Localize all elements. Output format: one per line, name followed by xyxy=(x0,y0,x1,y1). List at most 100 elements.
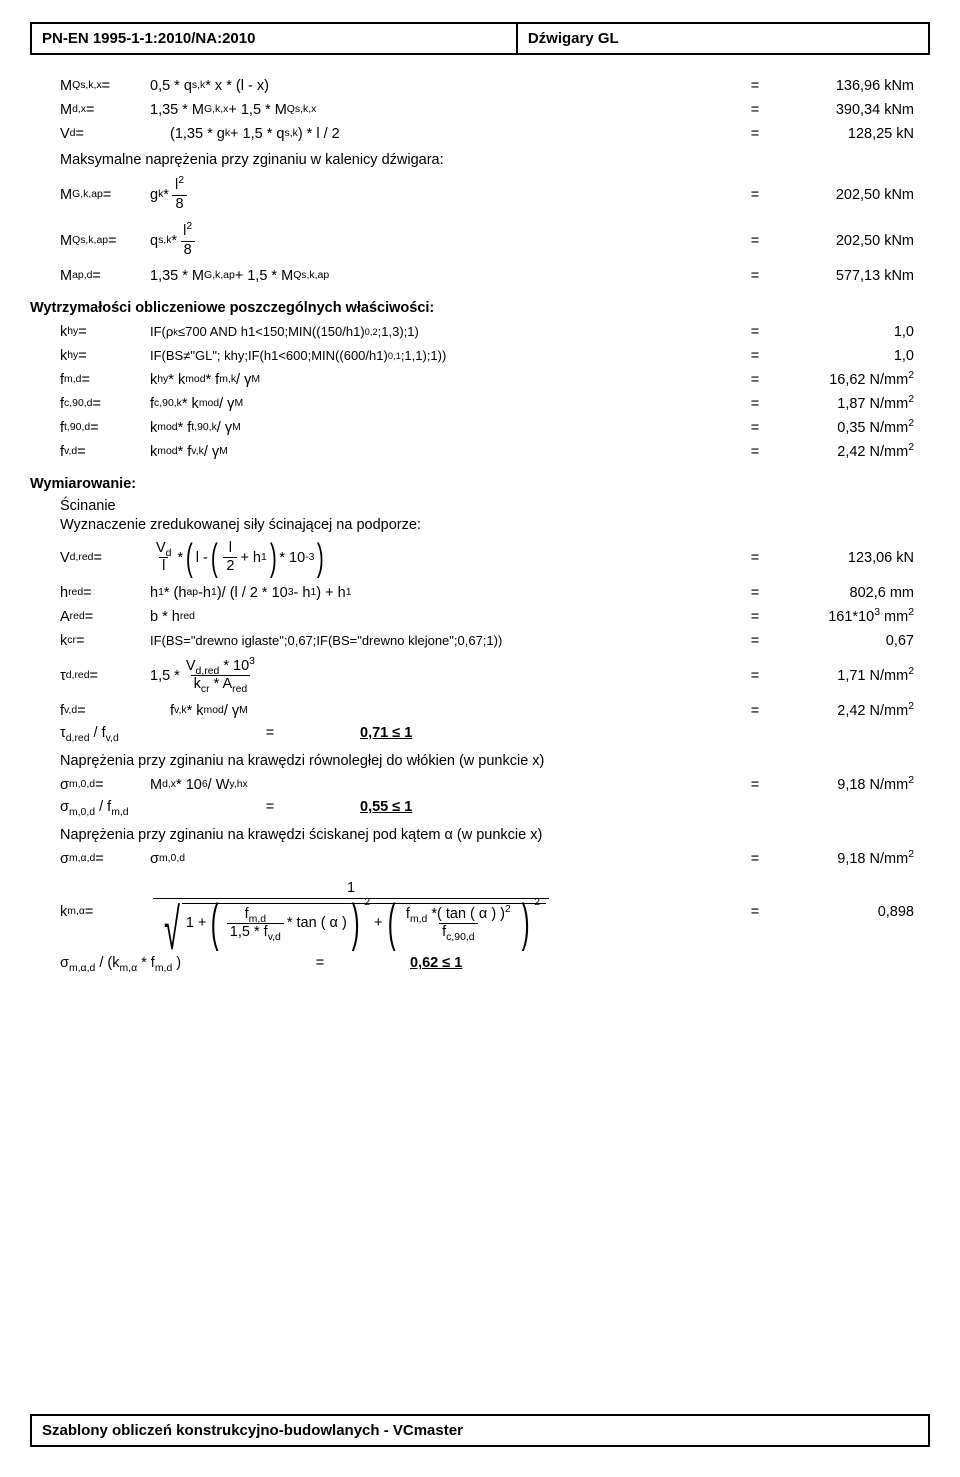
val: 128,25 kN xyxy=(770,125,920,143)
sym: σm,0,d = xyxy=(60,776,150,794)
check-lhs: τd,red / fv,d xyxy=(60,724,180,742)
expr: 1,35 * MG,k,ap + 1,5 * MQs,k,ap xyxy=(150,267,740,285)
val: 390,34 kNm xyxy=(770,101,920,119)
expr: σm,0,d xyxy=(150,850,740,868)
row-vd: Vd = (1,35 * gk + 1,5 * qs,k) * l / 2 = … xyxy=(60,123,920,145)
row-hred: hred = h1 * (hap -h1)/ (l / 2 * 103 - h1… xyxy=(60,582,920,604)
check-lhs: σm,0,d / fm,d xyxy=(60,798,180,816)
sym: khy = xyxy=(60,347,150,365)
val: 1,0 xyxy=(770,323,920,341)
row-ft90d: ft,90,d = kmod * ft,90,k / γM = 0,35 N/m… xyxy=(60,417,920,439)
sym: fc,90,d = xyxy=(60,395,150,413)
expr: qs,k * l28 xyxy=(150,224,740,257)
header-bar: PN-EN 1995-1-1:2010/NA:2010 Dźwigary GL xyxy=(30,22,930,55)
sub-wyznaczenie: Wyznaczenie zredukowanej siły ścinającej… xyxy=(60,516,920,534)
row-khy1: khy = IF(ρk≤700 AND h1<150;MIN((150/h1)0… xyxy=(60,321,920,343)
row-mapd: Map,d = 1,35 * MG,k,ap + 1,5 * MQs,k,ap … xyxy=(60,265,920,287)
check-result: 0,62 ≤ 1 xyxy=(410,954,550,972)
expr: Vdl * ( l - ( l2 + h1 ) * 10-3 ) xyxy=(150,541,740,574)
row-fvd1: fv,d = kmod * fv,k / γM = 2,42 N/mm2 xyxy=(60,441,920,463)
sym: Vd,red = xyxy=(60,549,150,567)
val: 0,898 xyxy=(770,903,920,921)
row-ared: Ared = b * hred = 161*103 mm2 xyxy=(60,606,920,628)
expr: fv,k * kmod / γM xyxy=(170,702,740,720)
row-fc90d: fc,90,d = fc,90,k * kmod / γM = 1,87 N/m… xyxy=(60,393,920,415)
expr: IF(BS≠"GL"; khy;IF(h1<600;MIN((600/h1)0,… xyxy=(150,348,740,364)
row-kma: km,α = 1 √ 1 + ( fm,d 1,5 * fv,d xyxy=(60,872,920,952)
expr: 1,35 * MG,k,x + 1,5 * MQs,k,x xyxy=(150,101,740,119)
expr: h1 * (hap -h1)/ (l / 2 * 103 - h1) + h1 xyxy=(150,584,740,602)
val: 202,50 kNm xyxy=(770,186,920,204)
sym: kcr = xyxy=(60,632,150,650)
check-result: 0,55 ≤ 1 xyxy=(360,798,500,816)
row-mqskx: MQs,k,x = 0,5 * qs,k * x * (l - x) = 136… xyxy=(60,75,920,97)
val: 1,71 N/mm2 xyxy=(770,667,920,685)
val: 0,67 xyxy=(770,632,920,650)
val: 9,18 N/mm2 xyxy=(770,850,920,868)
val: 1,87 N/mm2 xyxy=(770,395,920,413)
sym: Vd = xyxy=(60,125,150,143)
sym: Ared = xyxy=(60,608,150,626)
sym: MQs,k,ap = xyxy=(60,232,150,250)
sub-scinanie: Ścinanie xyxy=(60,497,920,515)
sym: khy = xyxy=(60,323,150,341)
header-standard: PN-EN 1995-1-1:2010/NA:2010 xyxy=(32,24,516,53)
row-mqskap: MQs,k,ap = qs,k * l28 = 202,50 kNm xyxy=(60,219,920,263)
note-bending-parallel: Naprężenia przy zginaniu na krawędzi rów… xyxy=(60,752,920,770)
val: 2,42 N/mm2 xyxy=(770,702,920,720)
sym: ft,90,d = xyxy=(60,419,150,437)
expr: b * hred xyxy=(150,608,740,626)
row-fmd: fm,d = khy * kmod * fm,k / γM = 16,62 N/… xyxy=(60,369,920,391)
expr: kmod * ft,90,k / γM xyxy=(150,419,740,437)
check-tau: τd,red / fv,d = 0,71 ≤ 1 xyxy=(60,724,920,742)
expr: kmod * fv,k / γM xyxy=(150,443,740,461)
sym: hred = xyxy=(60,584,150,602)
expr: (1,35 * gk + 1,5 * qs,k) * l / 2 xyxy=(170,125,740,143)
check-lhs: σm,α,d / (km,α * fm,d ) xyxy=(60,954,230,972)
sym: fm,d = xyxy=(60,371,150,389)
eq: = xyxy=(740,77,770,95)
val: 0,35 N/mm2 xyxy=(770,419,920,437)
sym: τd,red = xyxy=(60,667,150,685)
sym: Map,d = xyxy=(60,267,150,285)
sym: fv,d = xyxy=(60,443,150,461)
header-title: Dźwigary GL xyxy=(516,24,928,53)
footer-bar: Szablony obliczeń konstrukcyjno-budowlan… xyxy=(30,1414,930,1447)
section2-title: Wytrzymałości obliczeniowe poszczególnyc… xyxy=(30,299,920,317)
note-max-stress: Maksymalne naprężenia przy zginaniu w ka… xyxy=(60,151,920,169)
val: 9,18 N/mm2 xyxy=(770,776,920,794)
val: 202,50 kNm xyxy=(770,232,920,250)
expr: Md,x * 106 / Wy,hx xyxy=(150,776,740,794)
check-sigma-m0d: σm,0,d / fm,d = 0,55 ≤ 1 xyxy=(60,798,920,816)
expr: 1,5 * Vd,red * 103 kcr * Ared xyxy=(150,659,740,692)
page: PN-EN 1995-1-1:2010/NA:2010 Dźwigary GL … xyxy=(0,22,960,1477)
check-sigma-mad: σm,α,d / (km,α * fm,d ) = 0,62 ≤ 1 xyxy=(60,954,920,972)
sym: km,α = xyxy=(60,903,150,921)
row-mdx: Md,x = 1,35 * MG,k,x + 1,5 * MQs,k,x = 3… xyxy=(60,99,920,121)
sym: MG,k,ap = xyxy=(60,186,150,204)
expr: 0,5 * qs,k * x * (l - x) xyxy=(150,77,740,95)
content: MQs,k,x = 0,5 * qs,k * x * (l - x) = 136… xyxy=(0,55,960,992)
sym: fv,d = xyxy=(60,702,150,720)
val: 1,0 xyxy=(770,347,920,365)
val: 16,62 N/mm2 xyxy=(770,371,920,389)
val: 123,06 kN xyxy=(770,549,920,567)
sym: MQs,k,x = xyxy=(60,77,150,95)
expr: khy * kmod * fm,k / γM xyxy=(150,371,740,389)
row-khy2: khy = IF(BS≠"GL"; khy;IF(h1<600;MIN((600… xyxy=(60,345,920,367)
val: 802,6 mm xyxy=(770,584,920,602)
row-fvd2: fv,d = fv,k * kmod / γM = 2,42 N/mm2 xyxy=(60,700,920,722)
section3-title: Wymiarowanie: xyxy=(30,475,920,493)
expr: fc,90,k * kmod / γM xyxy=(150,395,740,413)
check-result: 0,71 ≤ 1 xyxy=(360,724,500,742)
row-taudred: τd,red = 1,5 * Vd,red * 103 kcr * Ared =… xyxy=(60,654,920,698)
expr: IF(BS="drewno iglaste";0,67;IF(BS="drewn… xyxy=(150,633,740,649)
expr: 1 √ 1 + ( fm,d 1,5 * fv,d * t xyxy=(150,881,740,942)
expr: IF(ρk≤700 AND h1<150;MIN((150/h1)0,2;1,3… xyxy=(150,324,740,340)
val: 136,96 kNm xyxy=(770,77,920,95)
val: 161*103 mm2 xyxy=(770,608,920,626)
val: 577,13 kNm xyxy=(770,267,920,285)
row-vdred: Vd,red = Vdl * ( l - ( l2 + h1 ) * 10-3 … xyxy=(60,536,920,580)
note-bending-compressed: Naprężenia przy zginaniu na krawędzi ści… xyxy=(60,826,920,844)
val: 2,42 N/mm2 xyxy=(770,443,920,461)
